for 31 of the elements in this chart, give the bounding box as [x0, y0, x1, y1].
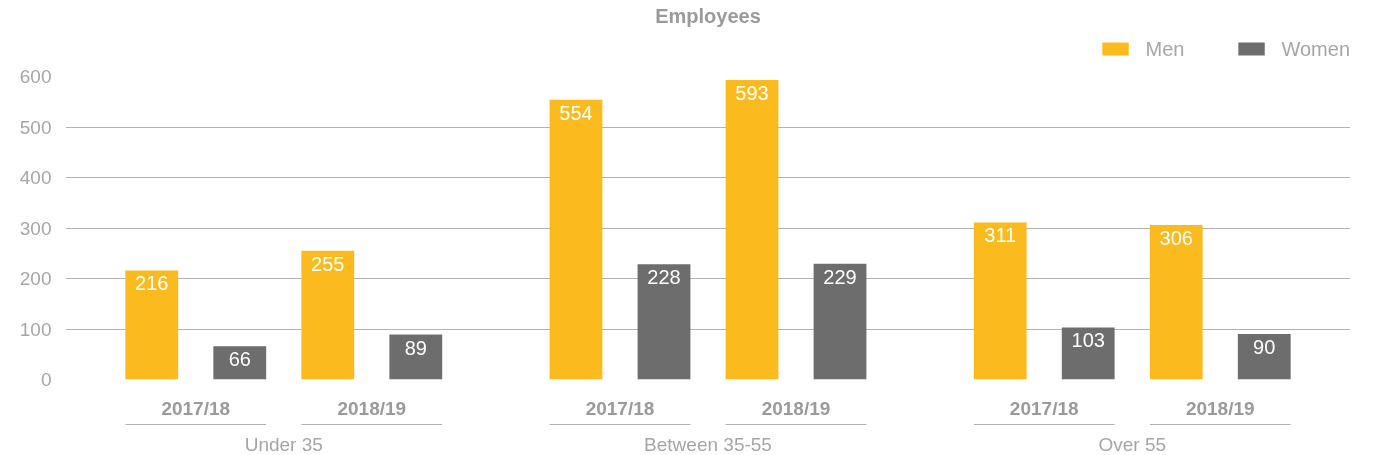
- text: Between 35-55: [644, 434, 772, 455]
- text: Under 35: [244, 434, 323, 455]
- x-tick-label: 2017/18: [585, 397, 655, 419]
- y-tick-label: 600: [19, 66, 52, 87]
- data-label: 228: [647, 266, 681, 289]
- x-tick-label: 2018/19: [1185, 397, 1255, 419]
- data-label: 103: [1071, 329, 1105, 352]
- data-label: 89: [404, 336, 427, 359]
- chart-title: Employees: [655, 4, 761, 27]
- data-label: 229: [823, 265, 857, 288]
- data-label: 311: [984, 224, 1017, 247]
- legend-label: Men: [1145, 37, 1185, 60]
- data-label: 90: [1253, 336, 1276, 359]
- y-tick-label: 100: [19, 318, 52, 340]
- y-tick-label: 200: [19, 268, 52, 289]
- x-tick-label: 2018/19: [337, 397, 407, 419]
- x-tick-label: 2017/18: [161, 397, 231, 419]
- legend-label: Women: [1281, 37, 1350, 60]
- y-tick-label: 0: [40, 369, 52, 390]
- y-tick-label: 300: [19, 217, 52, 239]
- x-tick-label: 2018/19: [761, 397, 831, 419]
- y-tick-label: 400: [19, 167, 52, 188]
- data-label: 216: [135, 272, 169, 295]
- y-tick-label: 500: [19, 116, 52, 138]
- data-label: 593: [735, 82, 769, 105]
- data-label: 306: [1159, 226, 1193, 249]
- x-tick-label: 2017/18: [1009, 397, 1079, 419]
- data-label: 66: [228, 348, 251, 371]
- data-label: 255: [311, 252, 345, 275]
- text: Over 55: [1098, 434, 1167, 455]
- data-label: 554: [559, 101, 593, 124]
